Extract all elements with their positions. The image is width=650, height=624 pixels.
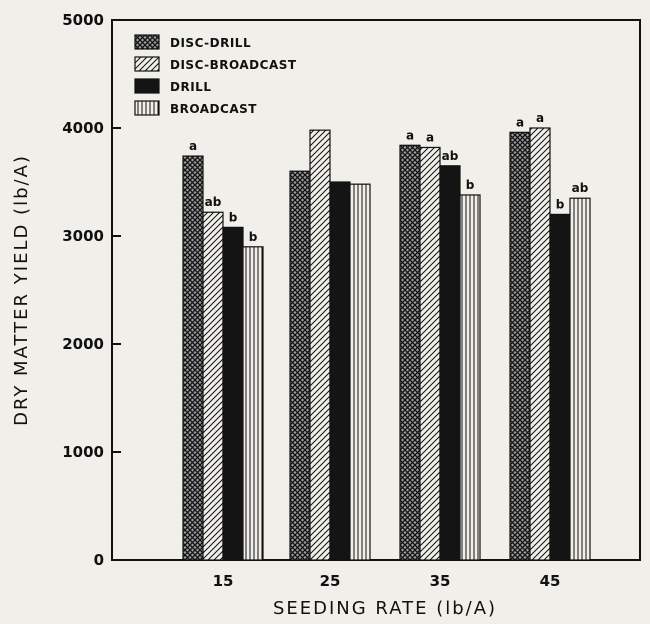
bar-disc-drill-35: [399, 144, 421, 561]
y-tick-label: 5000: [62, 11, 104, 29]
y-axis: 0 1000 2000 3000 4000 5000: [62, 11, 121, 569]
bar-broadcast-45: [569, 197, 591, 561]
significance-label: b: [249, 230, 258, 244]
bar-disc-broadcast-45: [529, 127, 551, 561]
bar-disc-broadcast-15: [202, 211, 224, 561]
significance-label: b: [556, 197, 565, 211]
y-tick-label: 0: [94, 551, 104, 569]
significance-label: b: [229, 210, 238, 224]
legend-swatch: [134, 34, 160, 50]
y-tick-label: 2000: [62, 335, 104, 353]
legend-label: DRILL: [170, 80, 211, 94]
significance-label: ab: [442, 149, 459, 163]
legend-swatch: [134, 100, 160, 116]
significance-label: a: [189, 139, 197, 153]
significance-label: ab: [572, 181, 589, 195]
bar-drill-15: [222, 226, 244, 561]
x-tick-label: 45: [540, 572, 561, 590]
y-tick-label: 1000: [62, 443, 104, 461]
y-tick-label: 3000: [62, 227, 104, 245]
bars: [182, 127, 591, 561]
bar-disc-drill-45: [509, 131, 531, 561]
bar-broadcast-35: [459, 194, 481, 561]
legend-label: DISC-DRILL: [170, 36, 251, 50]
legend-label: BROADCAST: [170, 102, 257, 116]
legend-label: DISC-BROADCAST: [170, 58, 297, 72]
legend-swatch: [134, 56, 160, 72]
significance-label: a: [516, 115, 524, 129]
x-tick-label: 15: [213, 572, 234, 590]
x-axis-title: SEEDING RATE (lb/A): [273, 598, 497, 619]
x-tick-label: 35: [430, 572, 451, 590]
legend: DISC-DRILL DISC-BROADCAST DRILL BROADCAST: [134, 34, 297, 116]
bar-drill-25: [329, 181, 351, 561]
x-tick-label: 25: [320, 572, 341, 590]
significance-label: ab: [205, 195, 222, 209]
bar-drill-45: [549, 213, 571, 561]
significance-label: a: [406, 128, 414, 142]
bar-disc-broadcast-25: [309, 129, 331, 561]
legend-swatch: [134, 78, 160, 94]
bar-drill-35: [439, 165, 461, 561]
bar-disc-broadcast-35: [419, 146, 441, 561]
y-tick-label: 4000: [62, 119, 104, 137]
y-axis-title: DRY MATTER YIELD (lb/A): [11, 154, 32, 426]
bar-disc-drill-25: [289, 170, 311, 561]
significance-label: a: [536, 111, 544, 125]
bar-broadcast-15: [242, 246, 264, 561]
bar-disc-drill-15: [182, 155, 204, 561]
x-axis: 15 25 35 45: [213, 572, 561, 590]
significance-label: a: [426, 130, 434, 144]
bar-broadcast-25: [349, 183, 371, 561]
plot-frame: [111, 19, 641, 561]
significance-label: b: [466, 178, 475, 192]
